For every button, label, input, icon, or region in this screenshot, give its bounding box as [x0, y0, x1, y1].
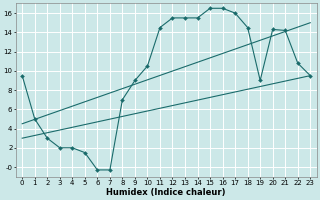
- X-axis label: Humidex (Indice chaleur): Humidex (Indice chaleur): [107, 188, 226, 197]
